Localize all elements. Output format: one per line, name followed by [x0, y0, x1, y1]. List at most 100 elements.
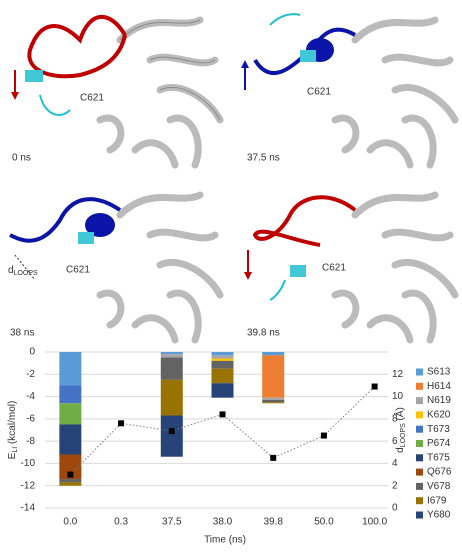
structure-panel — [241, 13, 459, 169]
bar-segment — [211, 355, 234, 359]
bar-segment — [262, 397, 285, 400]
x-tick-label: 39.8 — [263, 517, 283, 528]
bar-segment — [59, 385, 82, 404]
y-tick-label: -14 — [21, 503, 36, 514]
y2-tick-label: 0 — [392, 503, 398, 514]
y-tick-label: -4 — [26, 391, 35, 402]
distance-marker — [219, 411, 226, 418]
bar-segment — [59, 403, 82, 425]
bar-segment — [211, 358, 234, 361]
distance-label: dLOOPS — [8, 265, 38, 277]
bar-segment — [160, 379, 183, 416]
bar-segment — [59, 479, 82, 483]
distance-marker — [270, 454, 277, 461]
y2-tick-label: 4 — [392, 458, 398, 469]
y-label-sub: LI — [12, 447, 19, 453]
y2-tick-label: 8 — [392, 413, 398, 424]
legend-swatch — [416, 411, 423, 419]
legend-swatch — [416, 397, 423, 405]
residue-label: C621 — [66, 265, 90, 276]
structure-panel — [244, 191, 459, 344]
legend-swatch — [416, 511, 423, 519]
x-tick-label: 0.0 — [63, 517, 77, 528]
time-label: 0 ns — [12, 153, 31, 164]
distance-marker — [168, 428, 175, 435]
x-tick-label: 0.3 — [114, 517, 128, 528]
residue-label: C621 — [80, 93, 104, 104]
legend-swatch — [416, 454, 423, 462]
bar-segment — [59, 482, 82, 486]
x-tick-label: 37.5 — [162, 517, 182, 528]
distance-marker — [67, 471, 74, 478]
legend-swatch — [416, 468, 423, 476]
time-label: 38 ns — [10, 328, 34, 339]
bar-segment — [59, 352, 82, 386]
residue-label: C621 — [307, 87, 331, 98]
time-label: 39.8 ns — [247, 328, 280, 339]
distance-marker — [118, 420, 125, 427]
legend-label: Q676 — [427, 467, 452, 478]
legend-label: Y680 — [427, 510, 451, 521]
legend-label: H614 — [427, 381, 451, 392]
legend-label: N619 — [427, 395, 451, 406]
y2-tick-label: 2 — [392, 480, 398, 491]
legend-swatch — [416, 440, 423, 447]
y2-tick-label: 10 — [392, 391, 404, 402]
x-axis-label: Time (ns) — [204, 535, 246, 546]
bar-segment — [59, 454, 82, 480]
x-tick-label: 100.0 — [362, 517, 387, 528]
bar-segment — [211, 360, 234, 369]
distance-line — [70, 386, 375, 475]
bar-segment — [160, 354, 183, 358]
legend-label: K620 — [427, 410, 451, 421]
structure-panel — [11, 14, 224, 169]
legend-label: V678 — [427, 481, 451, 492]
bar-segment — [160, 352, 183, 355]
y2-label-sub: LOOPS — [400, 423, 407, 447]
y2-axis-label: dLOOPS (Å) — [393, 407, 407, 453]
y-axis-label: ELI (kcal/mol) — [7, 401, 19, 460]
y-tick-label: -10 — [21, 458, 36, 469]
legend-swatch — [416, 482, 423, 490]
bar-segment — [160, 357, 183, 380]
bar-segment — [262, 355, 285, 398]
distance-main: d — [8, 265, 14, 276]
y-tick-label: -8 — [26, 436, 35, 447]
residue-label: C621 — [322, 263, 346, 274]
bar-segment — [59, 424, 82, 455]
bar-segment — [211, 383, 234, 398]
y2-label-unit: (Å) — [393, 407, 406, 423]
x-tick-label: 50.0 — [314, 517, 334, 528]
structure-panel — [9, 191, 224, 344]
bar-segment — [262, 399, 285, 403]
y2-tick-label: 12 — [392, 369, 404, 380]
legend-label: T675 — [427, 452, 450, 463]
legend-label: P674 — [427, 438, 451, 449]
y-label-main: E — [7, 452, 18, 459]
bar-segment — [262, 352, 285, 356]
legend-swatch — [416, 425, 423, 433]
bar-segment — [262, 402, 285, 404]
legend-label: S613 — [427, 367, 451, 378]
x-tick-label: 38.0 — [213, 517, 233, 528]
legend-label: T673 — [427, 424, 450, 435]
y-tick-label: -12 — [21, 480, 36, 491]
y-tick-label: 0 — [29, 347, 35, 358]
distance-marker — [320, 432, 327, 439]
bar-segment — [211, 368, 234, 384]
legend-swatch — [416, 382, 423, 390]
legend-swatch — [416, 497, 423, 505]
y-label-unit: (kcal/mol) — [7, 401, 18, 447]
y2-label-main: d — [395, 447, 406, 453]
bar-segment — [160, 415, 183, 457]
y-tick-label: -6 — [26, 413, 35, 424]
distance-sub: LOOPS — [14, 270, 38, 277]
bar-segment — [211, 352, 234, 356]
legend-swatch — [416, 368, 423, 376]
y2-tick-label: 6 — [392, 436, 398, 447]
time-label: 37.5 ns — [247, 153, 280, 164]
y-tick-label: -2 — [26, 369, 35, 380]
legend-label: I679 — [427, 495, 447, 506]
distance-marker — [371, 383, 378, 390]
